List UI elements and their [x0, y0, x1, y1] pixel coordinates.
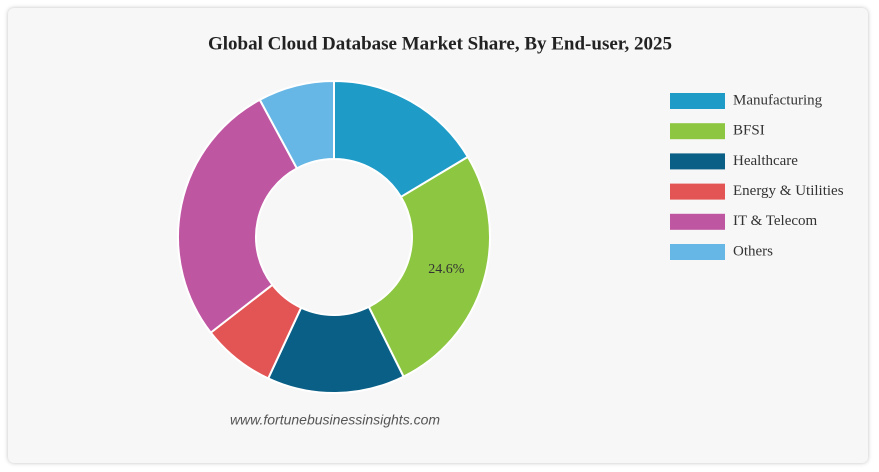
legend-label: Manufacturing	[733, 92, 823, 108]
value-label: 24.6%	[428, 262, 465, 277]
slice	[367, 155, 491, 378]
legend-swatch	[670, 123, 725, 140]
source: www.fortunebusinessinsights.com	[230, 412, 440, 428]
legend-swatch	[670, 93, 725, 109]
legend-swatch	[670, 153, 725, 170]
chart-title: Global Cloud Database Market Share, By E…	[208, 33, 672, 54]
legend-label: Healthcare	[733, 153, 798, 169]
legend-label: Others	[733, 243, 773, 259]
slice	[333, 79, 470, 199]
legend-label: BFSI	[733, 123, 765, 139]
legend-label: IT & Telecom	[733, 213, 818, 229]
legend-swatch	[670, 183, 725, 200]
legend-swatch	[670, 213, 725, 230]
slice	[258, 79, 335, 170]
legend-swatch	[670, 244, 725, 260]
slice	[177, 98, 299, 335]
legend-label: Energy & Utilities	[733, 183, 844, 199]
